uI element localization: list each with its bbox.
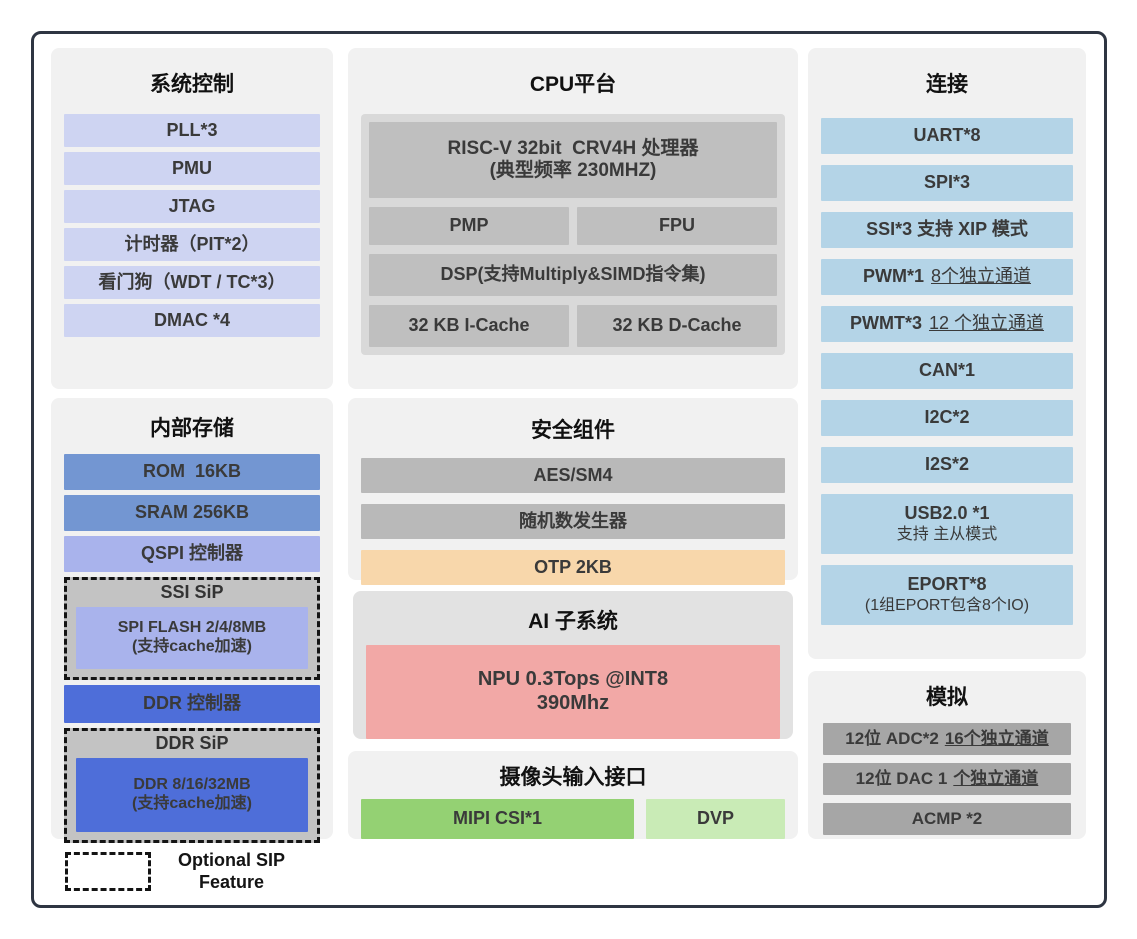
block-sram: SRAM 256KB xyxy=(64,495,320,531)
legend: Optional SIP Feature xyxy=(65,850,285,893)
block-mipi-csi: MIPI CSI*1 xyxy=(361,799,634,839)
camera-row: MIPI CSI*1 DVP xyxy=(361,799,785,839)
dac-channels-label: 个独立通道 xyxy=(953,768,1039,788)
usb-mode-label: 支持 主从模式 xyxy=(896,525,998,543)
block-ssi-xip: SSI*3 支持 XIP 模式 xyxy=(821,212,1073,248)
system-control-list: PLL*3 PMU JTAG 计时器（PIT*2） 看门狗（WDT / TC*3… xyxy=(64,114,320,337)
block-can: CAN*1 xyxy=(821,353,1073,389)
block-usb: USB2.0 *1 支持 主从模式 xyxy=(821,494,1073,554)
block-watchdog: 看门狗（WDT / TC*3） xyxy=(64,266,320,299)
eport-main-label: EPORT*8 xyxy=(907,574,987,595)
block-spi: SPI*3 xyxy=(821,165,1073,201)
block-ddr-memory: DDR 8/16/32MB (支持cache加速) xyxy=(76,758,308,832)
block-aes-sm4: AES/SM4 xyxy=(361,458,785,493)
section-connectivity: 连接 UART*8 SPI*3 SSI*3 支持 XIP 模式 PWM*1 8个独… xyxy=(808,48,1086,659)
section-internal-storage: 内部存储 ROM 16KB SRAM 256KB QSPI 控制器 SSI Si… xyxy=(51,398,333,843)
block-riscv-core: RISC-V 32bit CRV4H 处理器 (典型频率 230MHZ) xyxy=(369,122,777,198)
camera-input-title: 摄像头输入接口 xyxy=(499,766,647,789)
block-qspi-controller: QSPI 控制器 xyxy=(64,536,320,572)
internal-storage-list: ROM 16KB SRAM 256KB QSPI 控制器 SSI SiP SPI… xyxy=(64,454,320,843)
block-rom: ROM 16KB xyxy=(64,454,320,490)
block-jtag: JTAG xyxy=(64,190,320,223)
block-i2c: I2C*2 xyxy=(821,400,1073,436)
block-acmp: ACMP *2 xyxy=(823,803,1071,835)
pwmt-main-label: PWMT*3 xyxy=(849,313,922,334)
block-dac: 12位 DAC 1 个独立通道 xyxy=(823,763,1071,795)
cpu-platform-title: CPU平台 xyxy=(529,73,617,96)
cpu-row-pmp-fpu: PMP FPU xyxy=(369,207,777,245)
diagram-frame: 系统控制 PLL*3 PMU JTAG 计时器（PIT*2） 看门狗（WDT /… xyxy=(31,31,1107,908)
cpu-row-caches: 32 KB I-Cache 32 KB D-Cache xyxy=(369,305,777,347)
pwm-channels-label: 8个独立通道 xyxy=(931,266,1032,287)
system-control-title: 系统控制 xyxy=(150,73,234,96)
block-pwmt: PWMT*3 12 个独立通道 xyxy=(821,306,1073,342)
security-list: AES/SM4 随机数发生器 OTP 2KB xyxy=(361,458,785,585)
adc-channels-label: 16个独立通道 xyxy=(944,728,1049,748)
adc-main-label: 12位 ADC*2 xyxy=(845,728,939,748)
ddr-sip-group: DDR SiP DDR 8/16/32MB (支持cache加速) xyxy=(64,728,320,843)
section-ai-subsystem: AI 子系统 NPU 0.3Tops @INT8 390Mhz xyxy=(353,591,793,739)
connectivity-list: UART*8 SPI*3 SSI*3 支持 XIP 模式 PWM*1 8个独立通道… xyxy=(821,118,1073,625)
block-otp: OTP 2KB xyxy=(361,550,785,585)
legend-dashed-box xyxy=(65,852,151,892)
block-timer-pit: 计时器（PIT*2） xyxy=(64,228,320,261)
analog-list: 12位 ADC*2 16个独立通道 12位 DAC 1 个独立通道 ACMP *2 xyxy=(823,723,1071,835)
section-security-components: 安全组件 AES/SM4 随机数发生器 OTP 2KB xyxy=(348,398,798,585)
block-spi-flash: SPI FLASH 2/4/8MB (支持cache加速) xyxy=(76,607,308,669)
block-uart: UART*8 xyxy=(821,118,1073,154)
pwm-main-label: PWM*1 xyxy=(862,266,924,287)
block-ddr-controller: DDR 控制器 xyxy=(64,685,320,723)
connectivity-title: 连接 xyxy=(926,73,968,96)
pwmt-channels-label: 12 个独立通道 xyxy=(928,313,1045,334)
ssi-sip-title: SSI SiP xyxy=(160,582,224,602)
block-eport: EPORT*8 (1组EPORT包含8个IO) xyxy=(821,565,1073,625)
section-analog: 模拟 12位 ADC*2 16个独立通道 12位 DAC 1 个独立通道 ACMP … xyxy=(808,671,1086,839)
ssi-sip-group: SSI SiP SPI FLASH 2/4/8MB (支持cache加速) xyxy=(64,577,320,680)
block-pll: PLL*3 xyxy=(64,114,320,147)
ddr-sip-title: DDR SiP xyxy=(155,733,229,753)
block-pmp: PMP xyxy=(369,207,569,245)
usb-main-label: USB2.0 *1 xyxy=(904,503,990,524)
block-dvp: DVP xyxy=(646,799,785,839)
block-dmac: DMAC *4 xyxy=(64,304,320,337)
legend-label: Optional SIP Feature xyxy=(178,850,286,892)
block-i2s: I2S*2 xyxy=(821,447,1073,483)
block-npu: NPU 0.3Tops @INT8 390Mhz xyxy=(366,645,780,739)
security-title: 安全组件 xyxy=(531,419,615,442)
block-dcache: 32 KB D-Cache xyxy=(577,305,777,347)
block-pmu: PMU xyxy=(64,152,320,185)
block-rng: 随机数发生器 xyxy=(361,504,785,539)
section-cpu-platform: CPU平台 RISC-V 32bit CRV4H 处理器 (典型频率 230MH… xyxy=(348,48,798,389)
eport-io-label: (1组EPORT包含8个IO) xyxy=(864,596,1030,614)
internal-storage-title: 内部存储 xyxy=(150,417,234,440)
section-camera-input: 摄像头输入接口 MIPI CSI*1 DVP xyxy=(348,751,798,839)
section-system-control: 系统控制 PLL*3 PMU JTAG 计时器（PIT*2） 看门狗（WDT /… xyxy=(51,48,333,389)
block-icache: 32 KB I-Cache xyxy=(369,305,569,347)
ai-subsystem-title: AI 子系统 xyxy=(528,610,618,633)
cpu-platform-group: RISC-V 32bit CRV4H 处理器 (典型频率 230MHZ) PMP… xyxy=(361,114,785,355)
block-adc: 12位 ADC*2 16个独立通道 xyxy=(823,723,1071,755)
dac-main-label: 12位 DAC 1 xyxy=(855,768,948,788)
block-dsp: DSP(支持Multiply&SIMD指令集) xyxy=(369,254,777,296)
block-fpu: FPU xyxy=(577,207,777,245)
block-pwm: PWM*1 8个独立通道 xyxy=(821,259,1073,295)
analog-title: 模拟 xyxy=(926,686,968,709)
